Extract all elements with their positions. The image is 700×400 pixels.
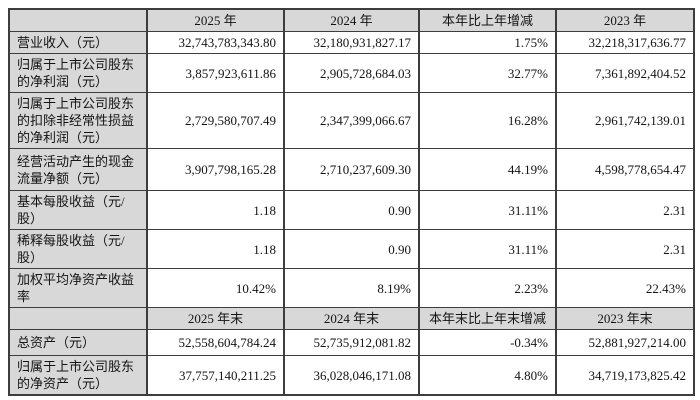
table-row-net-profit-excl-nonrecurring: 归属于上市公司股东的扣除非经常性损益的净利润（元） 2,729,580,707.…: [8, 92, 695, 149]
value-2024: 2,710,237,609.30: [283, 148, 420, 191]
value-2025: 37,757,140,211.25: [146, 355, 285, 396]
table-row-header-annual: 2025 年 2024 年 本年比上年增减 2023 年: [8, 8, 695, 32]
table-row-net-assets: 归属于上市公司股东的净资产（元） 37,757,140,211.25 36,02…: [8, 355, 695, 396]
row-label: 加权平均净资产收益率: [8, 268, 148, 308]
value-change: 16.28%: [418, 92, 557, 149]
row-label: 基本每股收益（元/股）: [8, 190, 148, 230]
value-2023: 32,218,317,636.77: [555, 31, 695, 54]
value-2023: 2.31: [555, 190, 695, 230]
value-2024: 2,347,399,066.67: [283, 92, 420, 149]
value-change: 2.23%: [418, 268, 557, 308]
value-2025: 32,743,783,343.80: [146, 31, 285, 54]
table-row-diluted-eps: 稀释每股收益（元/股） 1.18 0.90 31.11% 2.31: [8, 229, 695, 269]
row-label: 归属于上市公司股东的净资产（元）: [8, 355, 148, 396]
value-change: 44.19%: [418, 148, 557, 191]
value-2023: 2.31: [555, 229, 695, 269]
value-2025: 10.42%: [146, 268, 285, 308]
value-2024: 36,028,046,171.08: [283, 355, 420, 396]
column-header-2025: 2025 年: [146, 8, 285, 32]
header-blank-cell: [8, 8, 148, 32]
value-2025: 3,857,923,611.86: [146, 53, 285, 93]
row-label: 经营活动产生的现金流量净额（元）: [8, 148, 148, 191]
value-2024: 0.90: [283, 190, 420, 230]
row-label: 营业收入（元）: [8, 31, 148, 54]
column-header-2025-end: 2025 年末: [146, 307, 285, 330]
column-header-2024-end: 2024 年末: [283, 307, 420, 330]
value-2024: 8.19%: [283, 268, 420, 308]
table-row-operating-cash-flow: 经营活动产生的现金流量净额（元） 3,907,798,165.28 2,710,…: [8, 148, 695, 191]
financial-summary-table-container: 2025 年 2024 年 本年比上年增减 2023 年 营业收入（元） 32,…: [8, 8, 695, 396]
column-header-period-end-change: 本年末比上年末增减: [418, 307, 557, 330]
value-2023: 52,881,927,214.00: [555, 329, 695, 356]
table-row-header-period-end: 2025 年末 2024 年末 本年末比上年末增减 2023 年末: [8, 307, 695, 330]
value-2025: 1.18: [146, 190, 285, 230]
value-2025: 3,907,798,165.28: [146, 148, 285, 191]
table-row-net-profit: 归属于上市公司股东的净利润（元） 3,857,923,611.86 2,905,…: [8, 53, 695, 93]
value-change: 31.11%: [418, 190, 557, 230]
table-row-total-assets: 总资产（元） 52,558,604,784.24 52,735,912,081.…: [8, 329, 695, 356]
financial-summary-table: 2025 年 2024 年 本年比上年增减 2023 年 营业收入（元） 32,…: [8, 8, 695, 396]
value-2023: 4,598,778,654.47: [555, 148, 695, 191]
value-2024: 52,735,912,081.82: [283, 329, 420, 356]
value-2024: 2,905,728,684.03: [283, 53, 420, 93]
value-2025: 1.18: [146, 229, 285, 269]
column-header-2024: 2024 年: [283, 8, 420, 32]
value-2023: 7,361,892,404.52: [555, 53, 695, 93]
value-change: 32.77%: [418, 53, 557, 93]
row-label: 稀释每股收益（元/股）: [8, 229, 148, 269]
value-2023: 34,719,173,825.42: [555, 355, 695, 396]
value-2025: 2,729,580,707.49: [146, 92, 285, 149]
value-change: -0.34%: [418, 329, 557, 356]
row-label: 归属于上市公司股东的净利润（元）: [8, 53, 148, 93]
column-header-2023-end: 2023 年末: [555, 307, 695, 330]
value-change: 1.75%: [418, 31, 557, 54]
table-row-weighted-avg-roe: 加权平均净资产收益率 10.42% 8.19% 2.23% 22.43%: [8, 268, 695, 308]
value-2023: 2,961,742,139.01: [555, 92, 695, 149]
table-row-revenue: 营业收入（元） 32,743,783,343.80 32,180,931,827…: [8, 31, 695, 54]
value-change: 4.80%: [418, 355, 557, 396]
row-label: 归属于上市公司股东的扣除非经常性损益的净利润（元）: [8, 92, 148, 149]
value-2025: 52,558,604,784.24: [146, 329, 285, 356]
header-blank-cell: [8, 307, 148, 330]
table-row-basic-eps: 基本每股收益（元/股） 1.18 0.90 31.11% 2.31: [8, 190, 695, 230]
row-label: 总资产（元）: [8, 329, 148, 356]
column-header-yoy-change: 本年比上年增减: [418, 8, 557, 32]
value-2024: 0.90: [283, 229, 420, 269]
value-change: 31.11%: [418, 229, 557, 269]
value-2024: 32,180,931,827.17: [283, 31, 420, 54]
column-header-2023: 2023 年: [555, 8, 695, 32]
value-2023: 22.43%: [555, 268, 695, 308]
